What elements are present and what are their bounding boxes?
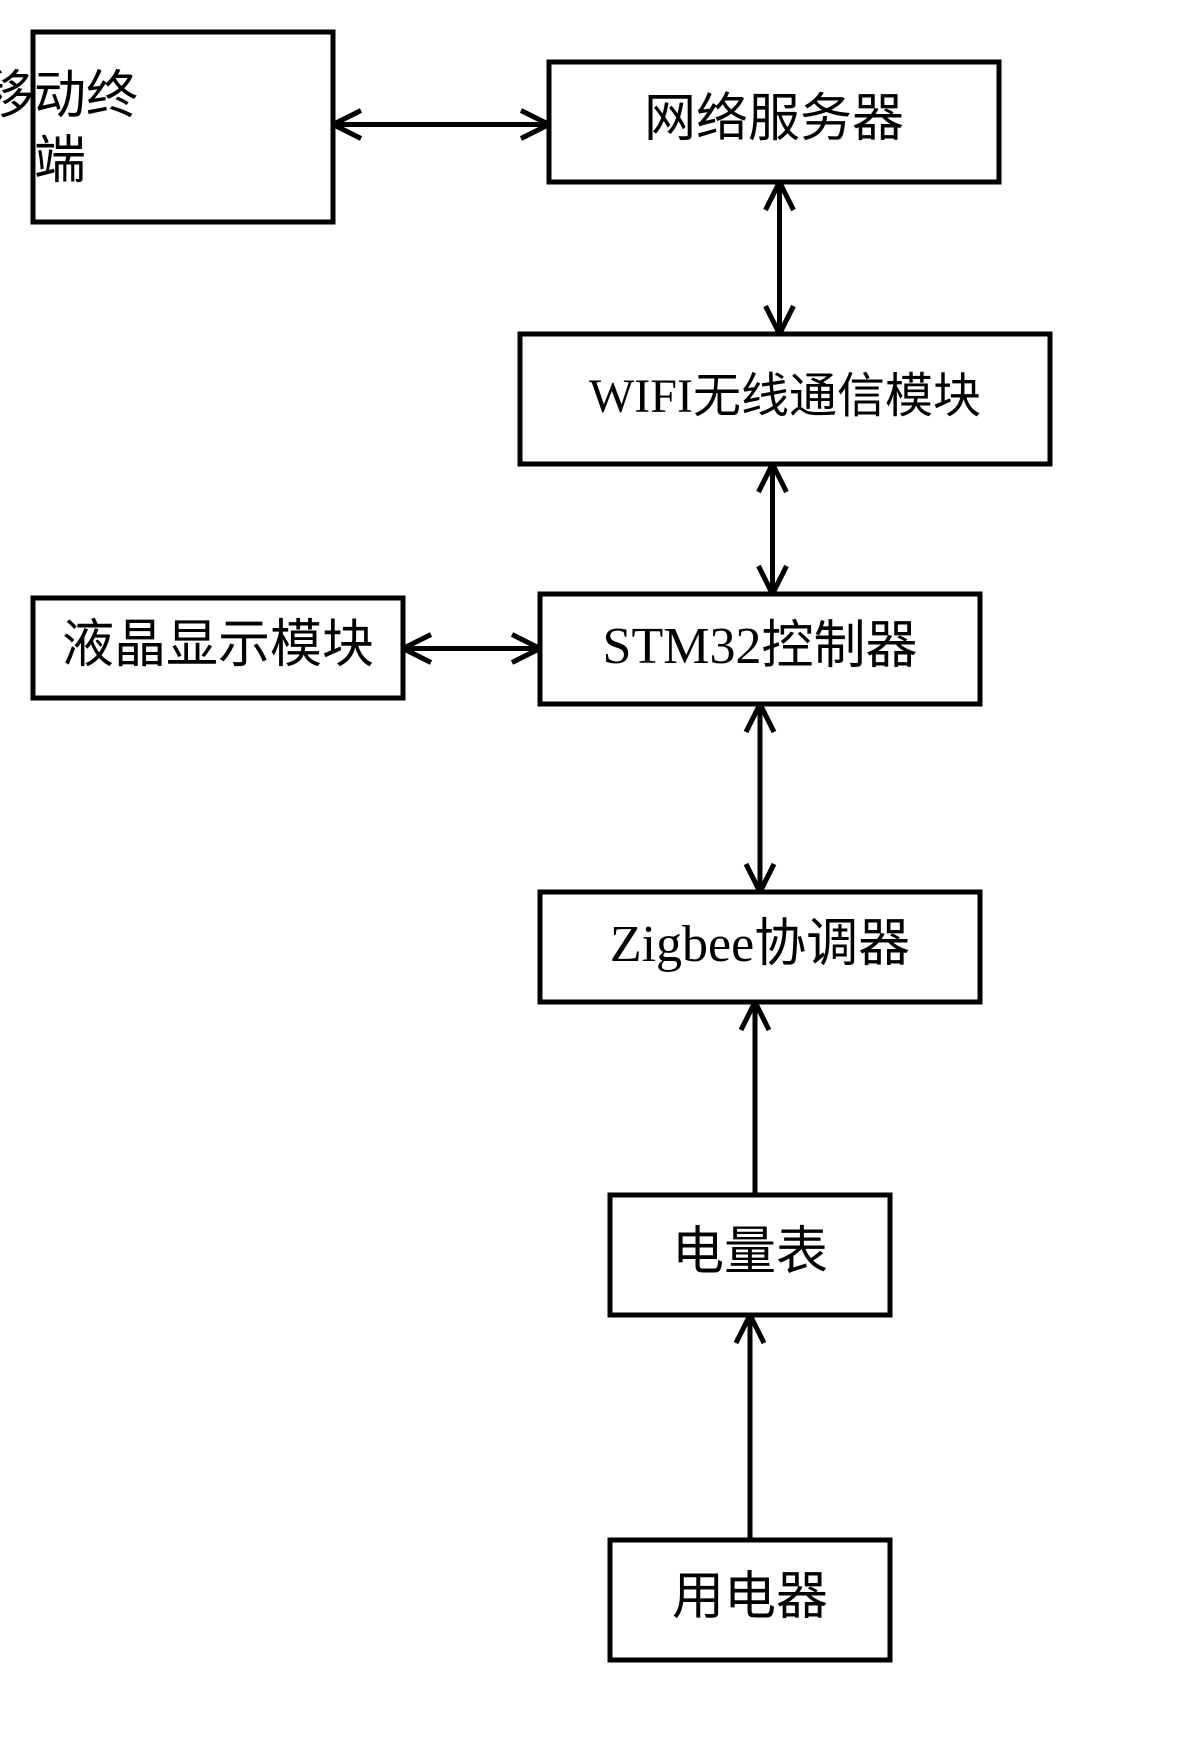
edge-meter-zigbee [741, 1002, 769, 1195]
node-zigbee-label: Zigbee协调器 [610, 916, 910, 973]
node-mobile-label-line-0: 移动终 [0, 68, 138, 125]
node-lcd: 液晶显示模块 [33, 598, 403, 698]
node-mobile-label-line-1: 端 [34, 133, 86, 190]
node-appliance-label: 用电器 [672, 1569, 828, 1626]
edge-mobile-server [333, 111, 549, 139]
node-meter-label: 电量表 [672, 1224, 828, 1281]
node-zigbee: Zigbee协调器 [540, 892, 980, 1002]
edge-server-wifi [766, 182, 794, 334]
node-meter: 电量表 [610, 1195, 890, 1315]
block-diagram: 移动终端 网络服务器 WIFI无线通信模块液晶显示模块 STM32控制器 Zigbee协… [0, 0, 1201, 1758]
edge-wifi-stm32 [759, 464, 787, 594]
node-stm32: STM32控制器 [540, 594, 980, 704]
edge-appliance-meter [736, 1315, 764, 1540]
node-wifi-label: WIFI无线通信模块 [589, 370, 981, 423]
node-wifi: WIFI无线通信模块 [520, 334, 1050, 464]
edge-lcd-stm32 [403, 635, 540, 663]
node-stm32-label: STM32控制器 [603, 618, 918, 675]
edge-stm32-zigbee [746, 704, 774, 892]
node-appliance: 用电器 [610, 1540, 890, 1660]
node-server-label: 网络服务器 [644, 91, 904, 148]
node-lcd-label: 液晶显示模块 [62, 617, 374, 674]
node-mobile: 移动终端 [0, 32, 333, 222]
node-server: 网络服务器 [549, 62, 999, 182]
